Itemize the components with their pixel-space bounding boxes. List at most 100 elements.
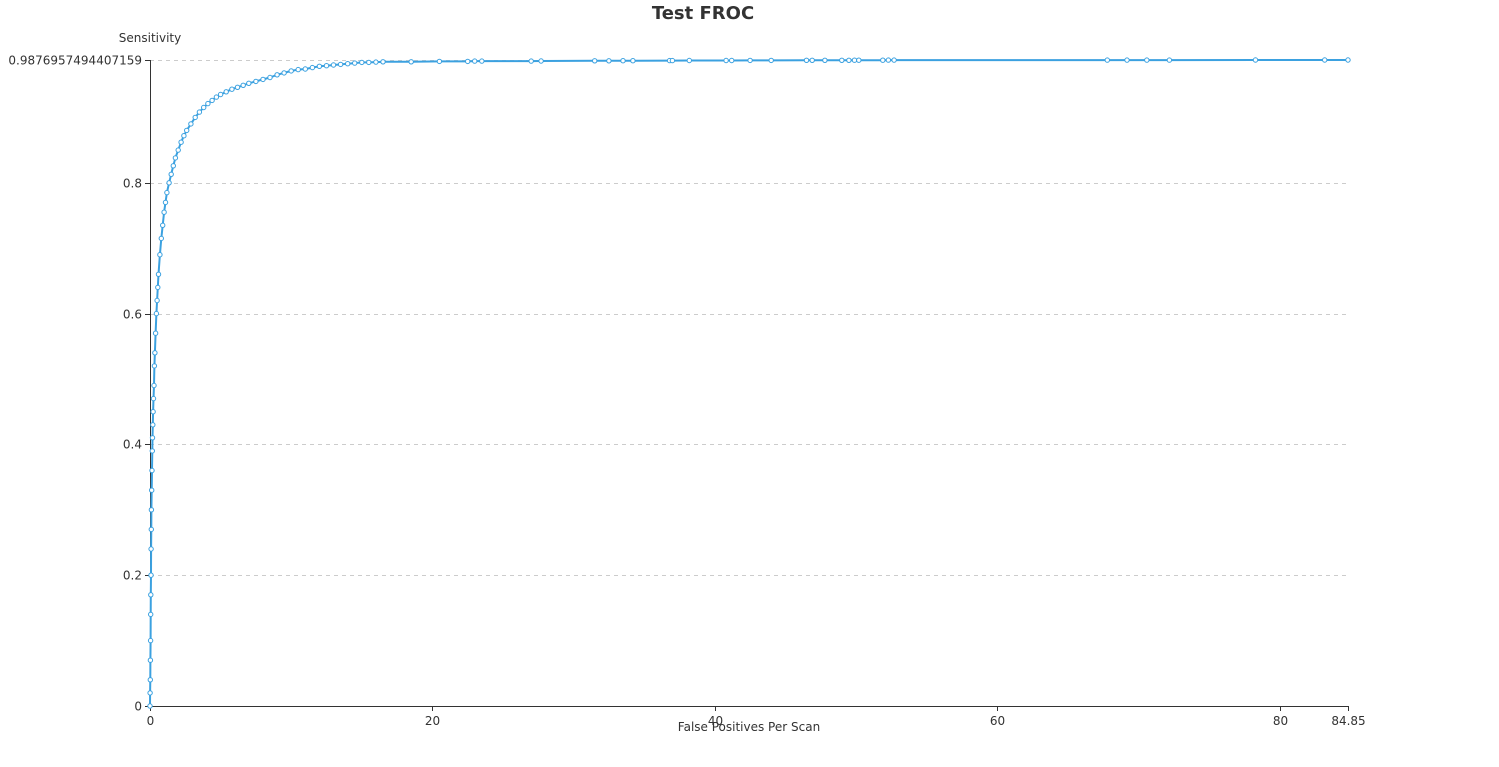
data-point[interactable] [851,57,858,63]
data-point[interactable] [747,57,753,64]
data-point[interactable] [472,58,478,64]
data-point[interactable] [274,72,280,78]
data-point[interactable] [288,68,294,74]
data-point[interactable] [1124,57,1130,63]
data-point[interactable] [352,60,358,66]
data-point[interactable] [1144,57,1150,63]
data-point[interactable] [1104,57,1111,63]
data-point[interactable] [160,222,166,229]
data-point[interactable] [465,58,471,65]
data-point[interactable] [822,57,828,63]
data-point[interactable] [366,59,372,66]
data-point[interactable] [891,57,897,63]
data-point[interactable] [839,57,845,63]
data-point[interactable] [149,487,155,493]
data-point[interactable] [150,395,157,402]
data-point[interactable] [209,97,215,104]
data-point[interactable] [240,82,246,89]
data-point[interactable] [158,235,165,242]
data-point[interactable] [246,80,252,87]
data-point[interactable] [302,66,308,72]
data-point[interactable] [184,127,190,134]
data-point[interactable] [148,546,154,552]
data-point[interactable] [880,57,886,63]
data-point[interactable] [164,189,170,196]
data-point[interactable] [170,163,177,169]
data-point[interactable] [620,58,626,64]
data-point[interactable] [172,155,179,161]
data-point[interactable] [155,271,162,277]
data-point[interactable] [316,63,323,70]
data-point[interactable] [168,171,174,178]
data-point[interactable] [162,199,169,206]
data-point[interactable] [1252,57,1259,63]
data-point[interactable] [686,57,692,64]
data-point[interactable] [147,637,154,644]
data-point[interactable] [380,59,386,65]
data-point[interactable] [181,133,187,139]
data-point[interactable] [345,61,351,67]
data-point[interactable] [213,94,220,100]
data-point[interactable] [1345,57,1351,63]
data-point[interactable] [175,147,181,153]
data-point[interactable] [295,66,301,73]
data-point[interactable] [148,611,154,618]
data-point[interactable] [150,422,156,428]
data-point[interactable] [229,86,235,92]
data-point[interactable] [323,62,330,69]
data-point[interactable] [1166,57,1173,63]
data-point[interactable] [253,78,259,85]
data-point[interactable] [479,58,485,64]
data-point[interactable] [803,57,810,63]
data-point[interactable] [538,58,544,64]
data-point[interactable] [723,57,729,64]
data-point[interactable] [178,139,184,145]
data-point[interactable] [281,70,287,76]
data-point[interactable] [150,409,156,415]
data-point[interactable] [436,58,443,65]
data-point[interactable] [161,209,167,215]
data-point[interactable] [260,76,266,83]
data-point[interactable] [856,57,862,63]
data-point[interactable] [166,180,172,186]
data-point[interactable] [152,330,159,336]
data-point[interactable] [201,104,207,111]
data-point[interactable] [1322,57,1328,63]
data-point[interactable] [157,252,163,258]
data-point[interactable] [729,57,735,64]
data-point[interactable] [885,57,892,63]
data-point[interactable] [359,59,365,66]
data-point[interactable] [330,62,337,68]
data-point[interactable] [196,109,203,115]
data-point[interactable] [151,382,157,389]
data-point[interactable] [408,59,414,65]
data-point[interactable] [217,91,224,98]
data-point[interactable] [147,703,153,709]
data-point[interactable] [309,64,316,71]
data-point[interactable] [149,435,156,441]
data-point[interactable] [809,57,815,63]
data-point[interactable] [149,448,156,454]
data-point[interactable] [592,58,598,64]
data-point[interactable] [223,89,229,95]
data-point[interactable] [148,572,154,578]
data-point[interactable] [768,57,774,64]
data-point[interactable] [528,58,534,64]
data-point[interactable] [205,100,211,107]
data-point[interactable] [373,59,379,65]
data-point[interactable] [148,507,155,513]
data-point[interactable] [267,74,273,81]
data-point[interactable] [153,310,160,317]
data-point[interactable] [846,57,852,63]
data-point[interactable] [148,592,154,598]
data-point[interactable] [188,121,194,127]
data-point[interactable] [147,677,154,683]
data-point[interactable] [151,363,158,369]
data-point[interactable] [154,297,160,304]
data-point[interactable] [669,57,676,64]
data-point[interactable] [234,84,241,91]
data-point[interactable] [155,284,161,291]
data-point[interactable] [152,350,158,356]
data-point[interactable] [149,467,155,474]
data-point[interactable] [148,526,155,533]
